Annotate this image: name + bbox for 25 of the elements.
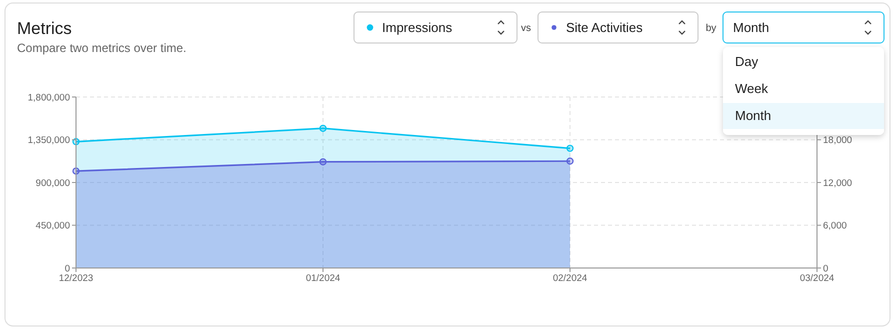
point (566, 158, 574, 165)
y-tick-label: 1,800,000 (28, 92, 70, 104)
x-tick-label: 01/2024 (306, 273, 340, 284)
point (566, 144, 574, 152)
x-tick-label: 02/2024 (552, 273, 588, 284)
legend-label: Impressions (382, 20, 453, 35)
y2-tick-label: 12,000 (823, 178, 852, 189)
x-tick-label: 12/2023 (58, 273, 94, 284)
annotation: Month (735, 108, 772, 123)
y-tick-label: 900,000 (36, 178, 70, 189)
y-tick-label: 450,000 (36, 220, 70, 232)
text: by (706, 23, 716, 34)
chart-subtitle: Compare two metrics over time. (17, 41, 186, 55)
y2-tick-label: 0 (823, 263, 828, 274)
point (319, 124, 327, 132)
y-tick-label: 1,350,000 (28, 135, 70, 146)
point (319, 158, 327, 166)
x-tick-label: 03/2024 (800, 273, 834, 284)
y2-tick-label: 6,000 (823, 220, 847, 232)
y2-tick-label: 18,000 (823, 135, 852, 146)
y-tick-label: 0 (64, 263, 70, 274)
legend-label: Site Activities (566, 20, 644, 35)
chart-title: Metrics (17, 19, 72, 38)
text: Month (733, 20, 770, 35)
text: vs (521, 23, 531, 34)
